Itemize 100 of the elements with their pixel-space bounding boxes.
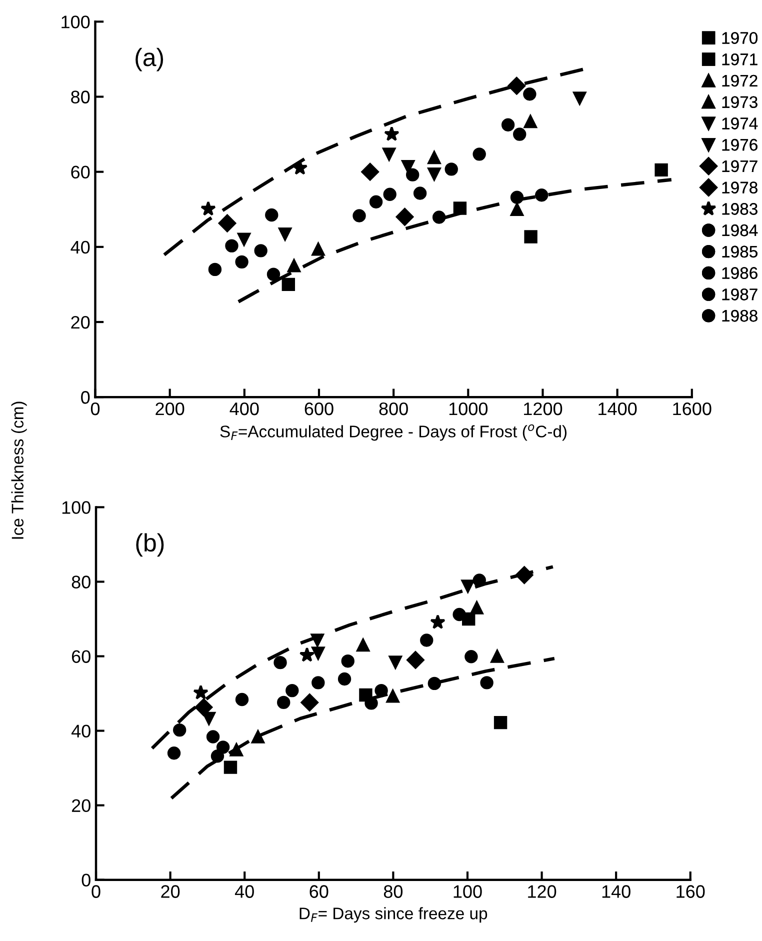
x-tick-label: 0 — [90, 402, 100, 416]
x-tick-label: 400 — [230, 402, 259, 416]
point — [341, 654, 354, 668]
point — [513, 128, 526, 141]
point — [430, 614, 446, 630]
legend-label: 1976 — [722, 138, 758, 151]
y-tick-label: 80 — [71, 90, 90, 104]
legend-label: 1983 — [722, 203, 758, 215]
point — [193, 684, 208, 700]
point — [235, 255, 248, 269]
x-tick-label: 60 — [310, 885, 328, 898]
x-tick-label: 600 — [304, 402, 334, 416]
x-tick-label: 40 — [234, 885, 254, 898]
point — [470, 601, 484, 614]
y-tick-label: 0 — [81, 391, 90, 404]
line-series — [170, 656, 556, 800]
point — [428, 676, 442, 690]
x-axis-title: D$_{F}$= Days since freeze up — [300, 907, 488, 923]
point — [510, 202, 524, 216]
annotation: (a) — [136, 48, 164, 72]
point — [167, 746, 181, 760]
legend-label: 1973 — [722, 96, 758, 108]
point — [265, 208, 278, 222]
legend-label: 1974 — [722, 118, 758, 130]
annotation: (b) — [136, 533, 164, 557]
y-axis-title: Ice Thickness (cm) — [11, 402, 27, 539]
legend-label: 1985 — [722, 246, 758, 258]
x-tick-label: 160 — [676, 885, 705, 898]
point — [172, 723, 186, 737]
y-tick-label: 100 — [62, 16, 90, 28]
point — [216, 740, 230, 754]
point — [508, 76, 526, 95]
y-tick-label: 60 — [71, 166, 90, 179]
point — [254, 244, 268, 258]
point — [282, 278, 296, 292]
y-tick-label: 40 — [71, 724, 90, 738]
point — [200, 201, 216, 216]
x-tick-label: 100 — [454, 885, 482, 898]
legend-label: 1986 — [722, 267, 758, 279]
point — [286, 684, 299, 698]
x-tick-label: 0 — [92, 885, 100, 898]
legend-label: 1971 — [722, 53, 758, 66]
x-tick-label: 200 — [156, 402, 184, 416]
legend-label: 1972 — [722, 74, 758, 87]
point — [224, 760, 238, 774]
point — [299, 647, 315, 662]
point — [300, 694, 319, 712]
point — [472, 148, 486, 161]
x-tick-label: 1400 — [598, 402, 637, 416]
point — [535, 188, 548, 202]
x-axis-title: S$_{F}$=Accumulated Degree - Days of Frost ($^{o}$C-d) — [220, 424, 567, 441]
point — [384, 126, 400, 141]
point — [494, 716, 508, 730]
line-series — [236, 178, 674, 304]
point — [501, 118, 515, 132]
point — [194, 698, 213, 716]
point — [210, 750, 224, 763]
point — [225, 239, 238, 252]
point — [361, 162, 379, 181]
legend-label: 1984 — [722, 224, 758, 236]
point — [338, 672, 352, 686]
point — [287, 259, 301, 272]
point — [480, 676, 494, 690]
point — [464, 650, 478, 664]
point — [278, 228, 292, 241]
point — [428, 150, 441, 164]
point — [420, 634, 434, 647]
point — [388, 656, 402, 669]
point — [266, 268, 280, 281]
line-series — [150, 565, 555, 750]
y-tick-label: 0 — [82, 874, 90, 887]
point — [461, 580, 474, 593]
point — [654, 163, 668, 177]
y-tick-label: 20 — [72, 799, 90, 812]
point — [312, 646, 325, 660]
x-tick-label: 140 — [602, 885, 630, 898]
point — [573, 92, 586, 105]
point — [237, 232, 251, 246]
point — [251, 730, 265, 744]
y-tick-label: 20 — [71, 316, 90, 329]
point — [382, 148, 396, 161]
point — [312, 676, 325, 690]
x-tick-label: 800 — [379, 402, 408, 416]
point — [428, 167, 441, 181]
point — [406, 651, 424, 669]
point — [396, 208, 414, 226]
point — [383, 188, 396, 201]
point — [490, 650, 504, 663]
point — [369, 195, 383, 208]
point — [208, 262, 222, 276]
y-tick-label: 100 — [62, 501, 90, 514]
legend-label: 1978 — [722, 182, 758, 194]
point — [386, 690, 400, 703]
point — [524, 230, 538, 244]
point — [444, 162, 458, 176]
point — [406, 168, 420, 182]
x-tick-label: 120 — [528, 885, 556, 898]
point — [352, 209, 366, 222]
x-tick-label: 1000 — [449, 402, 488, 416]
point — [523, 88, 536, 101]
